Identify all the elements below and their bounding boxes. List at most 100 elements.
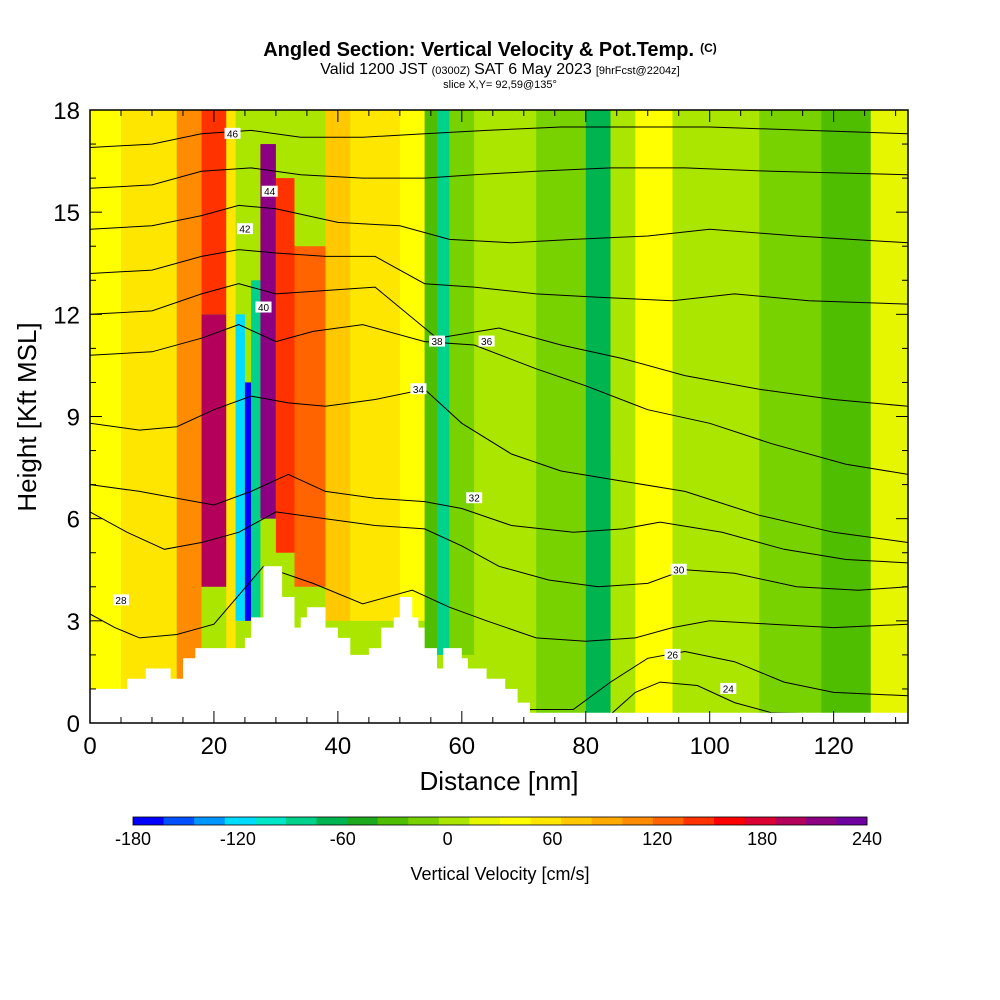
subtitle-date: SAT 6 May 2023 bbox=[474, 61, 592, 78]
slice-label: slice X,Y= 92,59@135° bbox=[443, 79, 557, 91]
subtitle-prefix: Valid 1200 JST bbox=[320, 61, 428, 78]
y-tick-label: 6 bbox=[67, 507, 80, 534]
x-axis: 0 20 40 60 80 100 120 bbox=[83, 110, 897, 760]
w-cell-14 bbox=[399, 110, 425, 621]
colorbar-tick-label: 120 bbox=[642, 829, 672, 849]
colorbar-tick-label: -120 bbox=[220, 829, 256, 849]
w-cell-10 bbox=[275, 178, 295, 553]
theta-label-bg-46 bbox=[224, 127, 241, 139]
x-tick-label: 40 bbox=[325, 733, 352, 760]
theta-label-bg-36 bbox=[478, 335, 495, 347]
y-tick-label: 9 bbox=[67, 405, 80, 432]
colorbar-swatch bbox=[714, 817, 746, 825]
w-cell-21 bbox=[610, 110, 636, 451]
w-cell-25 bbox=[821, 110, 871, 723]
colorbar-frame bbox=[132, 816, 868, 826]
theta-label-bg-34 bbox=[410, 383, 427, 395]
colorbar-swatch bbox=[561, 817, 593, 825]
vertical-velocity-field bbox=[90, 110, 908, 723]
theta-contour-24 bbox=[90, 681, 908, 717]
chart-subtitle: Valid 1200 JST (0300Z) SAT 6 May 2023 [9hrF… bbox=[320, 61, 680, 78]
colorbar-swatch bbox=[133, 817, 165, 825]
colorbar-swatch bbox=[622, 817, 654, 825]
colorbar-swatch bbox=[163, 817, 195, 825]
x-tick-label: 20 bbox=[201, 733, 228, 760]
colorbar-swatch bbox=[408, 817, 440, 825]
colorbar-swatch bbox=[775, 817, 807, 825]
theta-label-24: 24 bbox=[723, 684, 735, 695]
theta-contour-46 bbox=[90, 126, 908, 148]
theta-label-40: 40 bbox=[258, 303, 270, 314]
w-cell-1 bbox=[120, 110, 177, 723]
colorbar-title: Vertical Velocity [cm/s] bbox=[410, 864, 589, 884]
w-cell-3 bbox=[201, 314, 227, 587]
subtitle-zulu: (0300Z) bbox=[432, 65, 471, 77]
colorbar-swatch bbox=[347, 817, 379, 825]
y-tick-label: 3 bbox=[67, 609, 80, 636]
w-cell-20 bbox=[585, 110, 611, 723]
theta-contour-30 bbox=[90, 511, 908, 591]
colorbar-tick-label: -60 bbox=[330, 829, 356, 849]
w-cell-16 bbox=[437, 110, 450, 655]
colorbar-tick-label: 0 bbox=[443, 829, 453, 849]
theta-label-36: 36 bbox=[481, 337, 493, 348]
w-cell-17 bbox=[449, 110, 475, 655]
colorbar-swatch bbox=[377, 817, 409, 825]
theta-label-bg-24 bbox=[720, 682, 737, 694]
x-tick-label: 60 bbox=[448, 733, 475, 760]
theta-label-30: 30 bbox=[673, 565, 685, 576]
subtitle-forecast: [9hrFcst@2204z] bbox=[596, 65, 680, 77]
colorbar-swatch bbox=[316, 817, 348, 825]
colorbar-swatch bbox=[224, 817, 256, 825]
colorbar-swatch bbox=[744, 817, 776, 825]
chart-title: Angled Section: Vertical Velocity & Pot.… bbox=[263, 39, 717, 61]
colorbar-swatch bbox=[255, 817, 287, 825]
theta-label-38: 38 bbox=[431, 337, 443, 348]
w-cell-19 bbox=[536, 110, 586, 723]
colorbar-tick-label: 180 bbox=[747, 829, 777, 849]
theta-label-bg-44 bbox=[261, 185, 278, 197]
theta-contours bbox=[90, 126, 908, 717]
colorbar-swatch bbox=[438, 817, 470, 825]
colorbar-tick-label: -180 bbox=[115, 829, 151, 849]
w-cell-2 bbox=[176, 110, 202, 723]
w-cell-13 bbox=[350, 110, 400, 621]
x-tick-label: 0 bbox=[83, 733, 96, 760]
w-cell-11 bbox=[294, 246, 326, 587]
w-cell-5 bbox=[226, 110, 236, 723]
w-cell-15 bbox=[424, 110, 438, 655]
w-cell-12 bbox=[325, 110, 351, 621]
chart-title-suffix: (C) bbox=[700, 41, 717, 55]
y-tick-label: 12 bbox=[53, 302, 80, 329]
plot-area: 24 26 28 30 32 34 36 38 40 42 44 46 bbox=[90, 110, 908, 723]
theta-contour-36 bbox=[90, 324, 908, 475]
y-tick-label: 18 bbox=[53, 98, 80, 125]
colorbar-swatch bbox=[285, 817, 317, 825]
theta-contour-32 bbox=[90, 473, 908, 564]
w-cell-22 bbox=[635, 110, 673, 723]
theta-contour-labels: 24 26 28 30 32 34 36 38 40 42 44 46 bbox=[112, 127, 737, 695]
terrain-mask bbox=[90, 566, 908, 723]
colorbar-swatch bbox=[683, 817, 715, 825]
w-cell-23 bbox=[672, 110, 760, 723]
y-tick-label: 0 bbox=[67, 711, 80, 738]
x-tick-label: 100 bbox=[690, 733, 730, 760]
theta-contour-42 bbox=[90, 204, 908, 244]
theta-label-bg-26 bbox=[664, 648, 681, 660]
w-cell-6 bbox=[235, 314, 245, 621]
w-cell-7 bbox=[244, 382, 252, 621]
theta-label-42: 42 bbox=[239, 225, 251, 236]
x-tick-label: 80 bbox=[572, 733, 599, 760]
w-cell-24 bbox=[759, 110, 822, 723]
theta-label-bg-28 bbox=[112, 594, 129, 606]
x-axis-title: Distance [nm] bbox=[420, 766, 579, 796]
theta-label-bg-38 bbox=[429, 335, 446, 347]
w-cell-18 bbox=[474, 110, 537, 723]
y-tick-label: 15 bbox=[53, 200, 80, 227]
x-tick-label: 120 bbox=[814, 733, 854, 760]
theta-contour-28 bbox=[90, 565, 908, 642]
theta-contour-40 bbox=[90, 249, 908, 305]
colorbar-tick-label: 240 bbox=[852, 829, 882, 849]
colorbar-swatch bbox=[652, 817, 684, 825]
